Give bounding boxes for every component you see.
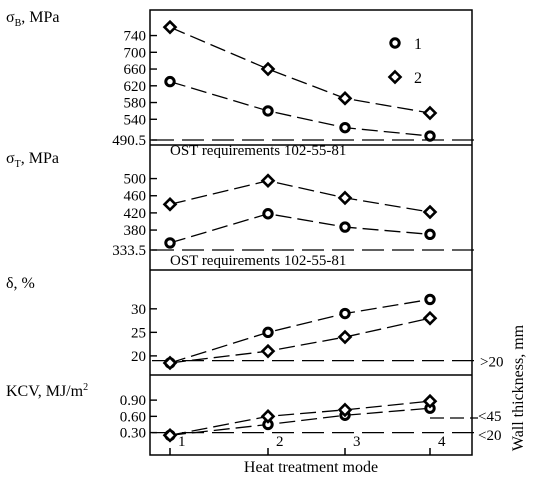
y-tick-label: 460 [124,189,147,205]
data-point [424,293,436,306]
legend: 12 [387,36,422,87]
panel-ylabel: KCV, MJ/m2 [6,382,88,400]
data-point [262,208,274,220]
data-point [422,105,438,121]
panel-ylabel: δ, % [6,275,35,292]
requirement-label: OST requirements 102-55-81 [170,253,346,269]
data-point [337,402,353,418]
y-tick-label: 700 [124,45,147,61]
series-1 [164,208,436,249]
data-point [262,326,274,339]
y-tick-label: 30 [131,302,146,318]
data-point [164,237,176,249]
data-point [164,75,176,88]
y-tick-label: 540 [124,112,147,128]
data-point [260,409,276,424]
y-tick-label: 420 [124,206,147,222]
thickness-label: <20 [478,428,501,444]
data-point [424,130,436,142]
legend-label: 2 [414,70,422,87]
legend-label: 1 [414,36,422,53]
data-point [162,19,178,35]
data-point [339,121,351,134]
x-tick-label: 2 [276,434,284,450]
y-tick-label: 490.5 [112,133,146,149]
y-tick-label: 0.60 [120,409,146,425]
thickness-label: >20 [480,355,503,371]
legend-marker [387,69,403,85]
series-1 [164,75,436,142]
data-point [337,190,353,206]
data-point [162,427,178,443]
panel-ylabel: σB, MPa [6,9,60,29]
y-tick-label: 333.5 [112,243,146,259]
thickness-label: <45 [478,409,501,425]
y-tick-label: 20 [131,349,146,365]
y-tick-label: 740 [124,29,147,45]
x-axis: 1 2 3 4 Heat treatment mode Wall thickness, m… [169,324,527,476]
y-tick-label: 660 [124,62,147,78]
x-tick-label: 1 [178,434,186,450]
data-point [422,393,438,409]
y-tick-label: 580 [124,96,147,112]
data-point [337,329,353,345]
legend-marker [389,37,401,49]
series-line [169,298,431,364]
data-point [339,221,351,233]
data-point [260,61,276,77]
series-line [169,317,431,364]
series-2 [162,393,438,443]
series-1 [164,293,436,369]
y-tick-label: 620 [124,79,147,95]
plot-frame [149,9,473,456]
series-line [169,213,431,244]
data-point [162,196,178,212]
x-tick-label: 4 [438,434,446,450]
data-point [422,310,438,326]
data-point [337,91,353,106]
series-2 [162,310,438,371]
data-point [260,343,276,359]
y-tick-label: 0.90 [120,393,146,409]
data-point [424,228,436,241]
series-line [169,80,431,137]
data-point [262,105,274,117]
panel-ylabel: σT, MPa [6,150,59,170]
y-tick-label: 500 [124,172,147,188]
series-2 [162,19,438,121]
data-point [260,173,276,189]
y-tick-label: 25 [131,325,146,341]
data-point [339,307,351,320]
y-tick-label: 0.30 [120,426,146,442]
x-tick-label: 3 [353,434,361,450]
data-point [162,355,178,371]
frame-border [149,9,473,456]
x-axis-label: Heat treatment mode [244,459,378,476]
panel-4: KCV, MJ/m2 0.900.600.30 <45 <20 [6,382,501,444]
series-line [169,400,431,436]
series-line [169,407,431,436]
y-tick-label: 380 [124,223,147,239]
series-2 [162,173,438,220]
series-line [169,26,431,114]
panel-3: δ, % 30 25 20 >20 [6,275,503,371]
requirement-label: OST requirements 102-55-81 [170,143,346,159]
wall-thickness-label: Wall thickness, mm [510,324,527,451]
data-point [422,204,438,220]
series-line [169,180,431,213]
series-1 [164,402,436,441]
